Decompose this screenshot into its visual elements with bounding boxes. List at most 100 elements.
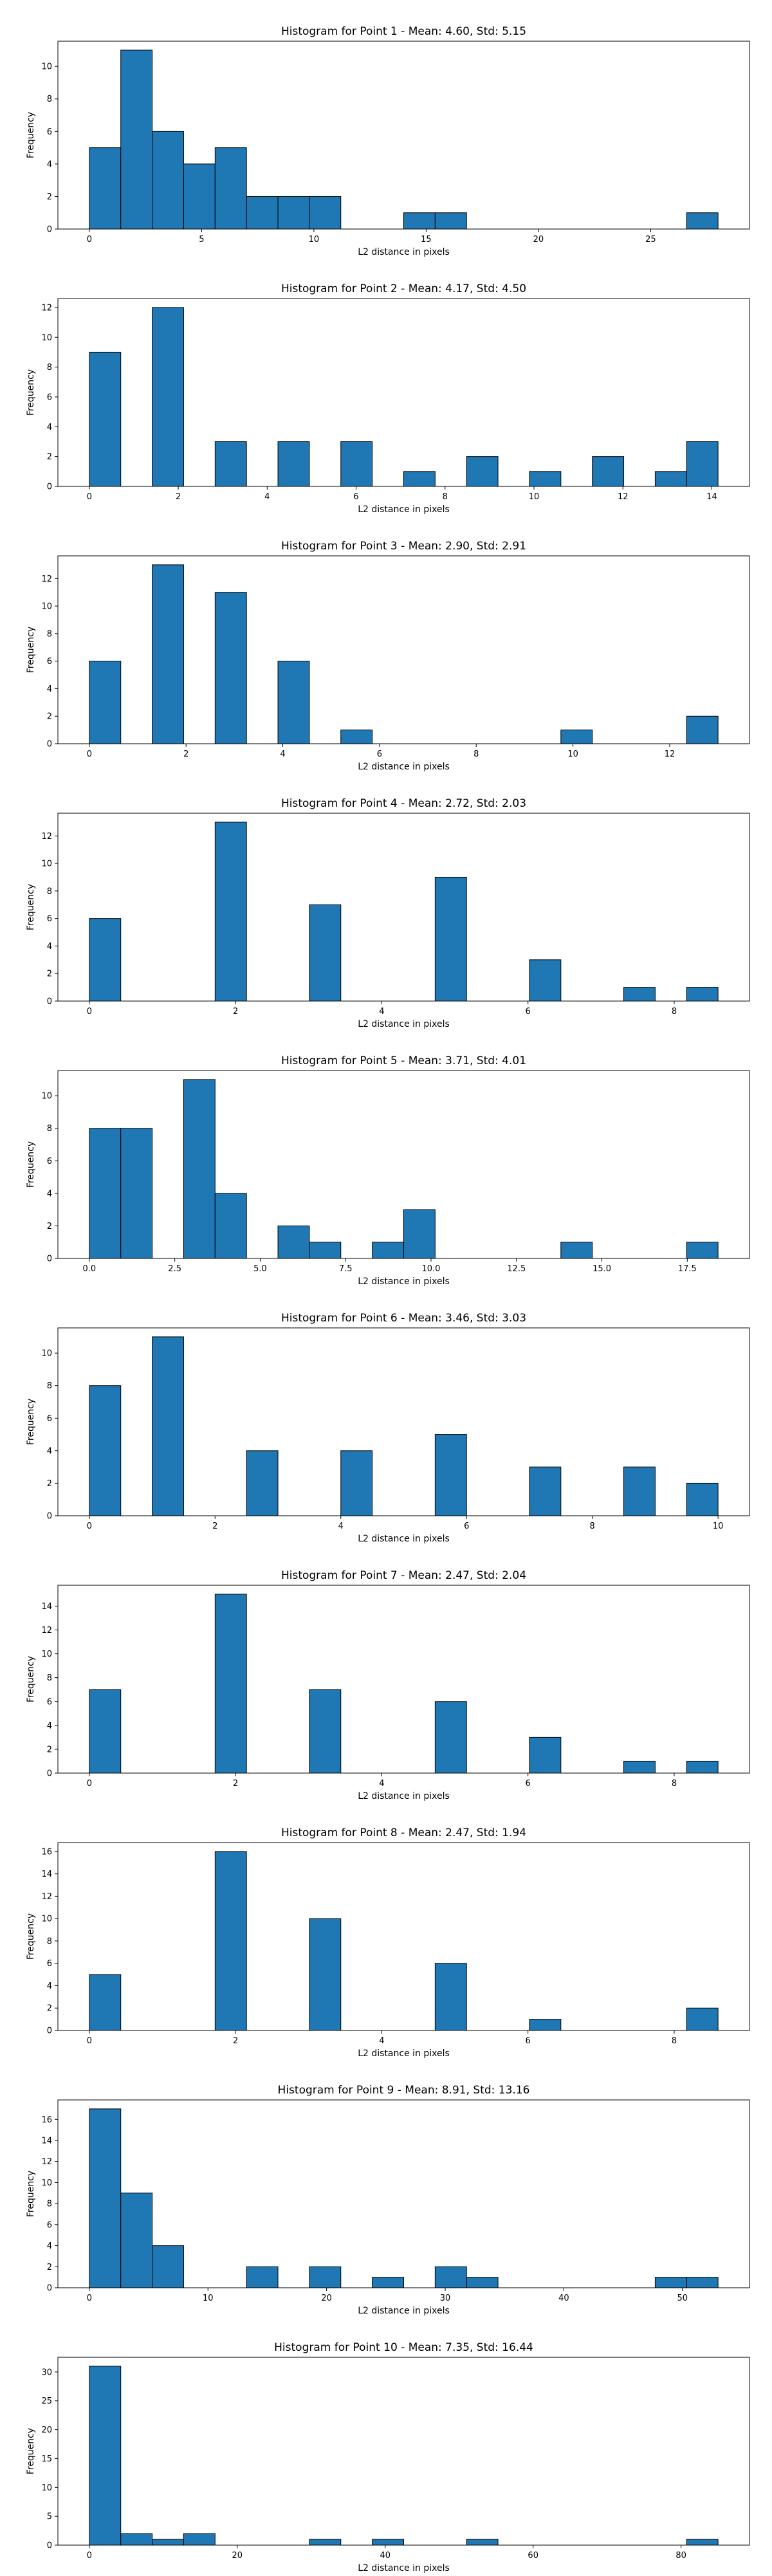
y-tick-label: 14	[41, 1602, 52, 1612]
y-tick-label: 8	[47, 1124, 52, 1134]
histogram-bar	[246, 2266, 279, 2288]
axes-frame	[57, 813, 750, 1002]
x-tick-label: 0	[87, 1522, 92, 1531]
y-tick-label: 10	[41, 1915, 52, 1924]
histogram-bar	[686, 1482, 719, 1516]
x-tick-label: 12.5	[507, 1264, 526, 1274]
x-tick-label: 0	[87, 1779, 92, 1789]
histogram-panel-2: Histogram for Point 2 - Mean: 4.17, Std:…	[26, 282, 750, 515]
histogram-bar	[309, 1918, 342, 2031]
histogram-bar	[89, 1128, 122, 1259]
y-tick-label: 4	[47, 1446, 52, 1456]
axes-frame	[57, 2357, 750, 2546]
axes-frame	[57, 555, 750, 744]
histogram-bar	[466, 456, 499, 487]
x-tick-label: 15	[421, 235, 432, 244]
x-tick-label: 6	[353, 492, 358, 502]
chart-title: Histogram for Point 7 - Mean: 2.47, Std:…	[281, 1569, 526, 1582]
x-axis-label: L2 distance in pixels	[358, 247, 450, 257]
histogram-bar	[277, 196, 310, 230]
histogram-bar	[120, 50, 153, 230]
x-tick-label: 4	[379, 2036, 384, 2046]
x-axis-label: L2 distance in pixels	[358, 504, 450, 515]
histogram-bar	[89, 2366, 122, 2546]
x-tick-label: 0	[87, 2551, 92, 2561]
y-tick-label: 16	[41, 1847, 52, 1857]
histogram-bar	[529, 471, 562, 487]
x-axis-label: L2 distance in pixels	[358, 1534, 450, 1544]
y-tick-label: 10	[41, 2483, 52, 2493]
y-tick-label: 10	[41, 333, 52, 343]
chart-title: Histogram for Point 2 - Mean: 4.17, Std:…	[281, 282, 526, 295]
x-tick-label: 8	[672, 2036, 677, 2046]
histogram-bar	[529, 1736, 562, 1774]
histogram-bar	[654, 2277, 687, 2288]
x-tick-label: 4	[280, 750, 285, 759]
chart-title: Histogram for Point 8 - Mean: 2.47, Std:…	[281, 1826, 526, 1839]
histogram-bar	[214, 147, 247, 230]
histogram-bar	[434, 1434, 467, 1516]
y-tick-label: 8	[47, 629, 52, 639]
x-tick-label: 6	[526, 2036, 531, 2046]
x-tick-label: 0	[87, 235, 92, 244]
histogram-bar	[592, 456, 625, 487]
y-tick-label: 12	[41, 575, 52, 584]
histogram-bar	[309, 2539, 342, 2546]
x-tick-label: 10	[567, 750, 578, 759]
x-tick-label: 0	[87, 2294, 92, 2303]
x-tick-label: 17.5	[678, 1264, 697, 1274]
histogram-bar	[89, 1385, 122, 1516]
histogram-bar	[183, 163, 216, 230]
y-tick-label: 2	[47, 970, 52, 979]
y-tick-label: 0	[47, 1769, 52, 1779]
chart-title: Histogram for Point 6 - Mean: 3.46, Std:…	[281, 1312, 526, 1325]
x-tick-label: 4	[264, 492, 270, 502]
histogram-bar	[89, 918, 122, 1002]
histogram-bar	[623, 1760, 656, 1774]
histogram-bar	[277, 441, 310, 487]
y-tick-label: 6	[47, 127, 52, 137]
histogram-bar	[686, 1242, 719, 1259]
x-axis-label: L2 distance in pixels	[358, 762, 450, 772]
y-axis-label: Frequency	[26, 112, 36, 158]
y-tick-label: 5	[47, 2512, 52, 2522]
y-axis-label: Frequency	[26, 2428, 36, 2474]
chart-title: Histogram for Point 4 - Mean: 2.72, Std:…	[281, 797, 526, 810]
histogram-bar	[372, 2277, 404, 2288]
y-tick-label: 15	[41, 2454, 52, 2464]
histogram-panel-8: Histogram for Point 8 - Mean: 2.47, Std:…	[26, 1826, 750, 2059]
y-tick-label: 8	[47, 95, 52, 104]
x-tick-label: 7.5	[339, 1264, 353, 1274]
histogram-panel-9: Histogram for Point 9 - Mean: 8.91, Std:…	[26, 2084, 750, 2316]
y-tick-label: 6	[47, 657, 52, 667]
histogram-bar	[214, 1851, 247, 2031]
x-axis-label: L2 distance in pixels	[358, 1791, 450, 1801]
y-tick-label: 0	[47, 2284, 52, 2294]
y-tick-label: 6	[47, 1414, 52, 1424]
y-tick-label: 0	[47, 740, 52, 750]
histogram-bar	[686, 1760, 719, 1774]
y-tick-label: 8	[47, 1937, 52, 1946]
histogram-panel-4: Histogram for Point 4 - Mean: 2.72, Std:…	[26, 797, 750, 1029]
y-tick-label: 0	[47, 483, 52, 492]
histogram-bar	[654, 471, 687, 487]
histogram-bar	[152, 1336, 184, 1516]
x-tick-label: 50	[677, 2294, 688, 2303]
histogram-panel-7: Histogram for Point 7 - Mean: 2.47, Std:…	[26, 1569, 750, 1801]
y-tick-label: 10	[41, 62, 52, 72]
histogram-bar	[686, 2539, 719, 2546]
y-tick-label: 0	[47, 2541, 52, 2551]
y-axis-label: Frequency	[26, 1913, 36, 1960]
y-tick-label: 2	[47, 1479, 52, 1489]
histogram-bar	[89, 147, 122, 230]
axes-frame	[57, 1327, 750, 1516]
y-tick-label: 2	[47, 192, 52, 202]
histogram-bar	[152, 2539, 184, 2546]
y-tick-label: 2	[47, 2263, 52, 2272]
histogram-panel-5: Histogram for Point 5 - Mean: 3.71, Std:…	[26, 1054, 750, 1287]
x-tick-label: 0	[87, 750, 92, 759]
x-tick-label: 8	[443, 492, 448, 502]
chart-title: Histogram for Point 10 - Mean: 7.35, Std…	[274, 2341, 533, 2354]
x-tick-label: 8	[672, 1779, 677, 1789]
histogram-panel-6: Histogram for Point 6 - Mean: 3.46, Std:…	[26, 1312, 750, 1544]
